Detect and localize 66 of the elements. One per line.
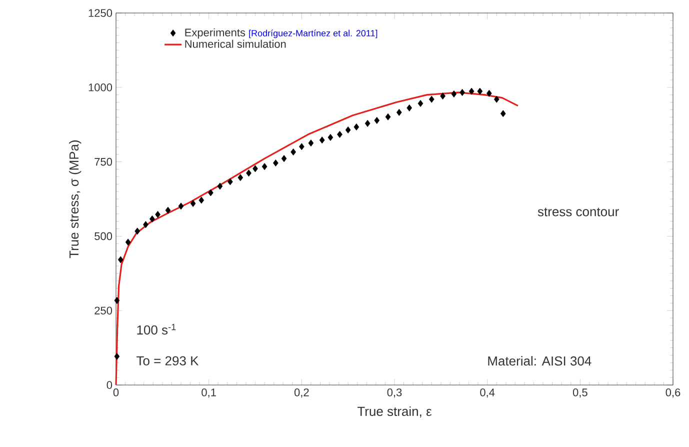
point	[246, 170, 252, 177]
point	[238, 174, 244, 182]
point	[143, 221, 148, 228]
point	[178, 202, 184, 210]
point	[125, 238, 131, 246]
annotation: 100 s$^{-1}$	[137, 324, 176, 335]
point	[406, 104, 412, 112]
point	[354, 123, 360, 130]
annotation: [Rodríguez-Martínez et al. 2011]	[249, 30, 378, 38]
annotation: stress contour	[538, 208, 619, 216]
point	[281, 155, 287, 162]
point	[208, 189, 214, 196]
legend-label: Experiments	[185, 28, 246, 39]
point	[319, 136, 325, 144]
x-tick-label: 0,6	[666, 388, 680, 398]
point	[345, 126, 351, 134]
point	[374, 116, 380, 124]
point	[198, 196, 204, 204]
point	[418, 100, 424, 107]
point	[298, 143, 304, 150]
y-tick-label: 750	[94, 158, 112, 166]
y-tick-label: 0	[106, 381, 112, 389]
y-tick-label: 1000	[88, 83, 112, 92]
y-tick-label: 500	[94, 232, 112, 240]
point	[385, 113, 391, 120]
point	[134, 228, 140, 235]
point	[451, 90, 457, 98]
point	[428, 96, 434, 103]
point	[308, 140, 314, 147]
annotation: Material: AISI 304	[488, 356, 592, 366]
point	[262, 163, 268, 170]
point	[114, 352, 120, 360]
point	[150, 215, 155, 222]
point	[228, 178, 233, 186]
point	[190, 200, 196, 207]
x-tick-label: 0,4	[480, 388, 495, 398]
point	[252, 165, 258, 172]
point	[486, 90, 492, 97]
x-tick-label: 0,1	[202, 388, 216, 398]
point	[118, 256, 124, 264]
point	[494, 96, 500, 103]
x-tick-label: 0,2	[294, 388, 309, 398]
point	[460, 88, 465, 96]
annotation: To = 293 K	[136, 356, 199, 366]
point	[477, 88, 483, 95]
point	[155, 210, 160, 218]
x-tick-label: 0	[113, 388, 119, 396]
point	[396, 108, 402, 116]
x-tick-label: 0,3	[387, 388, 402, 398]
point	[337, 130, 342, 138]
point	[290, 148, 296, 156]
legend-label: Numerical simulation	[185, 40, 286, 48]
point	[468, 88, 474, 95]
point	[165, 206, 171, 214]
point	[440, 92, 446, 100]
point	[217, 182, 223, 190]
point	[114, 296, 120, 304]
y-axis-title: True stress, σ (MPa)	[69, 140, 82, 258]
x-tick-label: 0,5	[572, 388, 588, 398]
point	[364, 120, 370, 127]
x-axis-title: True strain, ε	[357, 406, 432, 418]
y-tick-label: 1250	[88, 9, 112, 17]
point	[500, 110, 506, 118]
point	[273, 159, 278, 166]
point	[328, 134, 334, 141]
y-tick-label: 250	[94, 306, 112, 314]
